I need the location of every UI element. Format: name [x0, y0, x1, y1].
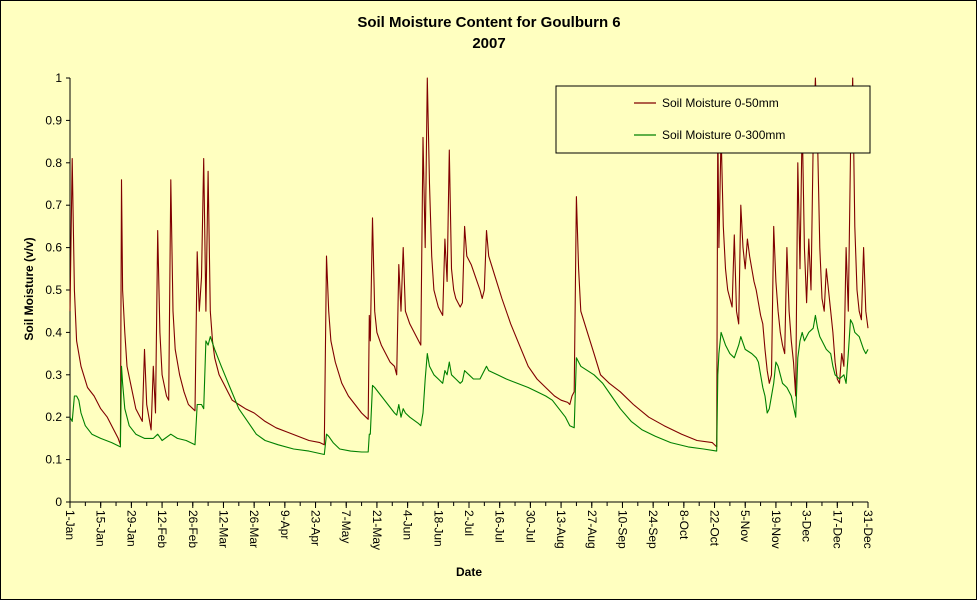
x-tick-label: 22-Oct	[708, 510, 722, 547]
y-tick-label: 0.3	[45, 368, 62, 382]
y-tick-label: 0.1	[45, 453, 62, 467]
x-tick-label: 15-Jan	[94, 510, 108, 547]
x-tick-label: 17-Dec	[830, 510, 844, 549]
x-tick-label: 19-Nov	[769, 510, 783, 549]
legend-box	[555, 85, 871, 154]
x-tick-label: 5-Nov	[738, 510, 752, 542]
x-tick-label: 27-Aug	[585, 510, 599, 549]
x-tick-label: 9-Apr	[278, 510, 292, 539]
y-tick-label: 0.8	[45, 156, 62, 170]
x-tick-label: 12-Feb	[155, 510, 169, 548]
y-tick-label: 0.5	[45, 283, 62, 297]
chart-title: Soil Moisture Content for Goulburn 6	[357, 14, 620, 31]
chart-subtitle: 2007	[472, 35, 505, 52]
x-tick-label: 26-Mar	[247, 510, 261, 548]
x-tick-label: 8-Oct	[677, 510, 691, 540]
y-tick-label: 1	[55, 71, 62, 85]
x-tick-label: 23-Apr	[309, 510, 323, 546]
x-tick-label: 3-Dec	[800, 510, 814, 542]
x-tick-label: 2-Jul	[462, 510, 476, 536]
series-line-0-50mm	[69, 77, 869, 448]
x-tick-label: 26-Feb	[186, 510, 200, 548]
legend-label-0-300mm: Soil Moisture 0-300mm	[662, 128, 785, 142]
x-tick-label: 18-Jun	[431, 510, 445, 547]
x-tick-label: 30-Jul	[523, 510, 537, 543]
x-tick-label: 10-Sep	[615, 510, 629, 549]
y-tick-label: 0.4	[45, 325, 62, 339]
y-axis-title: Soil Moisture (v/v)	[22, 237, 36, 340]
y-tick-label: 0.7	[45, 198, 62, 212]
y-tick-label: 0.9	[45, 113, 62, 127]
series-line-0-300mm	[69, 314, 869, 456]
y-tick-label: 0	[55, 495, 62, 509]
y-tick-label: 0.2	[45, 410, 62, 424]
x-tick-label: 7-May	[339, 510, 353, 543]
legend-label-0-50mm: Soil Moisture 0-50mm	[662, 96, 779, 110]
x-axis-title: Date	[456, 565, 482, 579]
x-tick-label: 12-Mar	[216, 510, 230, 548]
x-tick-label: 29-Jan	[124, 510, 138, 547]
legend: Soil Moisture 0-50mm Soil Moisture 0-300…	[555, 85, 871, 154]
x-tick-label: 1-Jan	[63, 510, 77, 540]
x-tick-label: 4-Jun	[401, 510, 415, 540]
x-tick-label: 31-Dec	[861, 510, 875, 549]
y-tick-label: 0.6	[45, 241, 62, 255]
plot-area: 0 0.1 0.2 0.3 0.4 0.5 0.6 0.7 0.8 0.9 1 1-Jan 15-Jan…	[45, 71, 875, 550]
x-tick-label: 21-May	[370, 510, 384, 550]
x-tick-label: 24-Sep	[646, 510, 660, 549]
x-tick-label: 13-Aug	[554, 510, 568, 549]
x-tick-label: 16-Jul	[493, 510, 507, 543]
